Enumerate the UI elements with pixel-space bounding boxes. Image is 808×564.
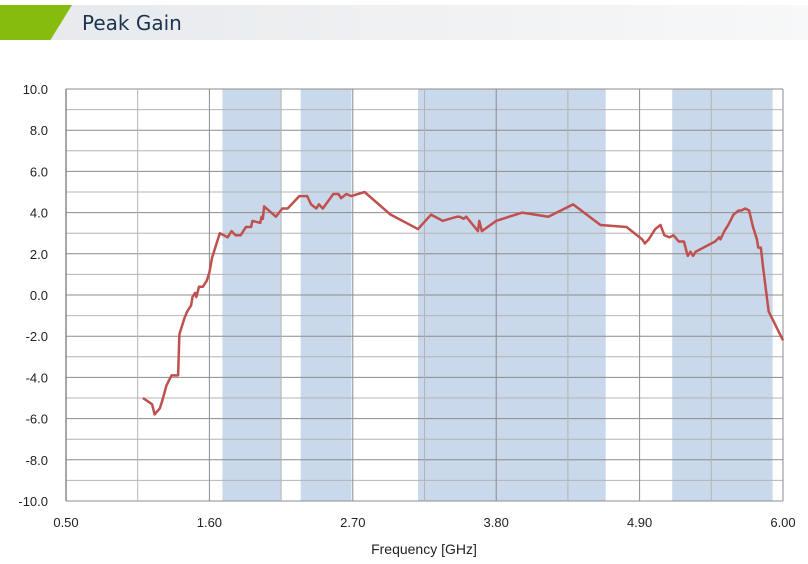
y-tick-label: -6.0 <box>26 412 48 427</box>
gain-series-line <box>142 190 785 416</box>
x-tick-label: 4.90 <box>627 515 652 530</box>
x-tick-label: 6.00 <box>770 515 795 530</box>
section-header <box>0 5 808 40</box>
x-tick-label: 0.50 <box>53 515 78 530</box>
x-axis-label: Frequency [GHz] <box>371 541 477 557</box>
y-tick-label: 2.0 <box>30 247 48 262</box>
x-tick-label: 1.60 <box>197 515 222 530</box>
y-tick-label: -2.0 <box>26 329 48 344</box>
x-tick-label: 3.80 <box>484 515 509 530</box>
x-tick-label: 2.70 <box>340 515 365 530</box>
y-tick-label: -4.0 <box>26 370 48 385</box>
page-title: Peak Gain <box>82 11 182 35</box>
y-tick-label: -8.0 <box>26 453 48 468</box>
y-tick-label: 4.0 <box>30 206 48 221</box>
y-tick-label: 0.0 <box>30 288 48 303</box>
y-tick-label: 6.0 <box>30 164 48 179</box>
y-tick-label: -10.0 <box>18 494 48 509</box>
y-tick-label: 8.0 <box>30 123 48 138</box>
y-tick-label: 10.0 <box>23 82 48 97</box>
